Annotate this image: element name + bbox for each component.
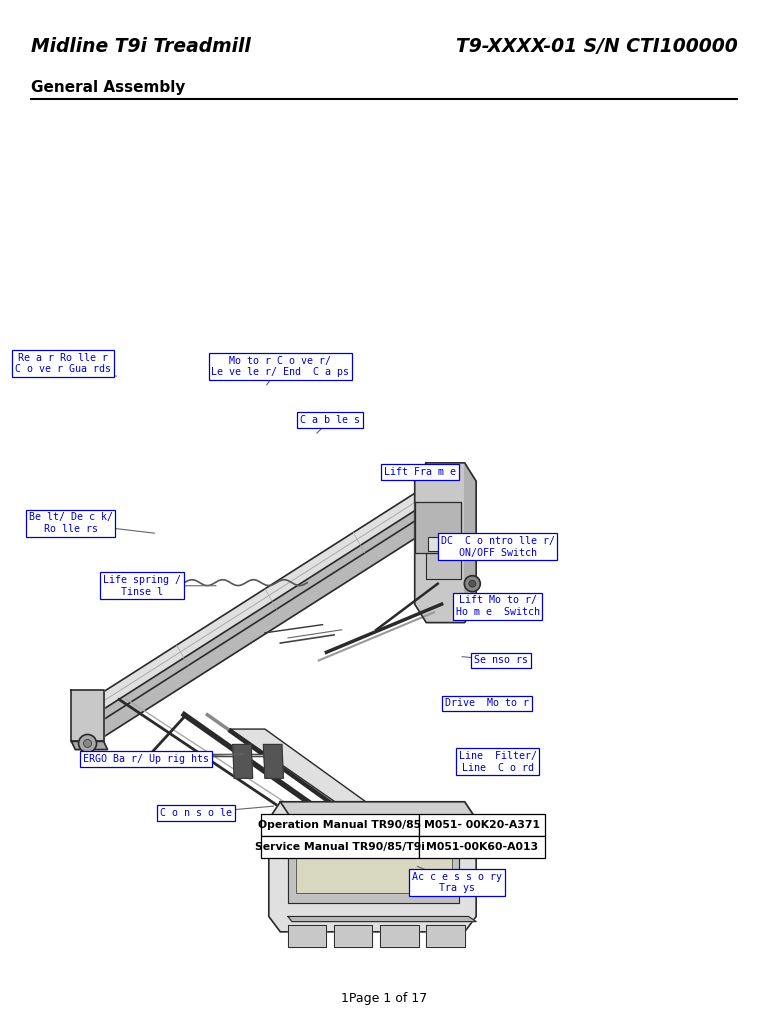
Text: Drive  Mo to r: Drive Mo to r: [445, 698, 529, 709]
Text: Ac c e s s o ry
Tra ys: Ac c e s s o ry Tra ys: [412, 871, 502, 894]
Text: Be lt/ De c k/
Ro lle rs: Be lt/ De c k/ Ro lle rs: [28, 512, 113, 535]
Text: Operation Manual TR90/85: Operation Manual TR90/85: [258, 820, 422, 830]
Bar: [329, 839, 346, 846]
Polygon shape: [230, 729, 369, 804]
Circle shape: [84, 739, 91, 748]
Text: Service Manual TR90/85/T9i: Service Manual TR90/85/T9i: [255, 842, 425, 852]
Text: M051-00K60-A013: M051-00K60-A013: [426, 842, 538, 852]
Text: Se nso rs: Se nso rs: [474, 655, 528, 666]
Text: T9-XXXX-01 S/N CTI100000: T9-XXXX-01 S/N CTI100000: [455, 37, 737, 55]
Text: Midline T9i Treadmill: Midline T9i Treadmill: [31, 37, 250, 55]
Bar: [419, 836, 545, 858]
Bar: [261, 836, 419, 858]
Bar: [261, 814, 419, 836]
Circle shape: [468, 601, 476, 607]
Text: C o n s o le: C o n s o le: [160, 808, 232, 818]
Text: DC  C o ntro lle r/
ON/OFF Switch: DC C o ntro lle r/ ON/OFF Switch: [441, 536, 554, 558]
Text: Life spring /
Tinse l: Life spring / Tinse l: [103, 574, 181, 597]
Polygon shape: [88, 701, 100, 739]
Text: General Assembly: General Assembly: [31, 80, 185, 94]
Polygon shape: [415, 502, 461, 553]
Polygon shape: [415, 463, 476, 623]
Polygon shape: [465, 463, 476, 623]
Bar: [419, 814, 545, 836]
Polygon shape: [88, 494, 453, 739]
Polygon shape: [288, 916, 476, 922]
Polygon shape: [380, 925, 419, 947]
Text: Lift Mo to r/
Ho m e  Switch: Lift Mo to r/ Ho m e Switch: [455, 595, 540, 617]
Polygon shape: [288, 925, 326, 947]
Text: Lift Fra m e: Lift Fra m e: [384, 467, 456, 477]
Polygon shape: [263, 744, 283, 778]
Bar: [421, 839, 438, 846]
Bar: [359, 839, 376, 846]
Polygon shape: [334, 925, 372, 947]
Text: 1Page 1 of 17: 1Page 1 of 17: [341, 992, 427, 1005]
Text: ERGO Ba r/ Up rig hts: ERGO Ba r/ Up rig hts: [83, 754, 209, 764]
Polygon shape: [71, 741, 108, 750]
Bar: [298, 839, 315, 846]
Polygon shape: [426, 925, 465, 947]
Text: M051- 00K20-A371: M051- 00K20-A371: [424, 820, 540, 830]
Polygon shape: [280, 802, 476, 819]
Polygon shape: [88, 476, 453, 722]
Polygon shape: [233, 744, 253, 778]
Text: Line  Filter/
Line  C o rd: Line Filter/ Line C o rd: [458, 751, 537, 773]
Polygon shape: [426, 553, 461, 579]
Bar: [390, 839, 407, 846]
Circle shape: [78, 734, 97, 753]
Text: Mo to r C o ve r/
Le ve le r/ End  C a ps: Mo to r C o ve r/ Le ve le r/ End C a ps: [211, 355, 349, 378]
Circle shape: [465, 575, 480, 592]
Text: Re a r Ro lle r
C o ve r Gua rds: Re a r Ro lle r C o ve r Gua rds: [15, 352, 111, 375]
Polygon shape: [296, 838, 452, 893]
Polygon shape: [269, 802, 476, 932]
Bar: [428, 537, 458, 551]
Polygon shape: [288, 827, 459, 903]
Circle shape: [468, 581, 476, 587]
Polygon shape: [71, 690, 104, 741]
Text: C a b le s: C a b le s: [300, 415, 360, 425]
Circle shape: [465, 596, 480, 612]
